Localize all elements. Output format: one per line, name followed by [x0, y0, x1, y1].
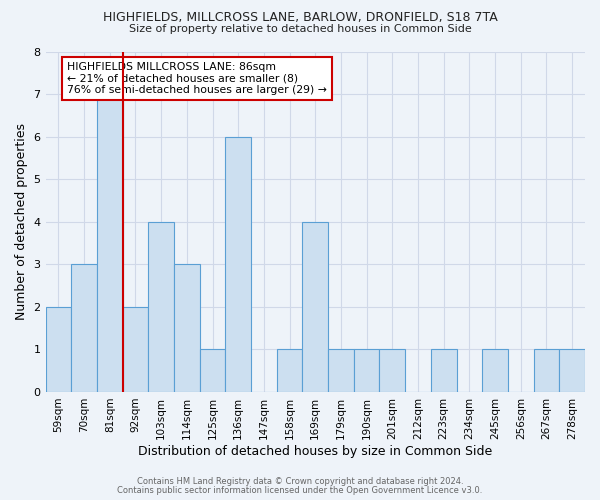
- Bar: [379, 350, 405, 392]
- Text: HIGHFIELDS MILLCROSS LANE: 86sqm
← 21% of detached houses are smaller (8)
76% of: HIGHFIELDS MILLCROSS LANE: 86sqm ← 21% o…: [67, 62, 327, 95]
- X-axis label: Distribution of detached houses by size in Common Side: Distribution of detached houses by size …: [138, 444, 493, 458]
- Bar: [148, 222, 174, 392]
- Bar: [97, 94, 122, 392]
- Y-axis label: Number of detached properties: Number of detached properties: [15, 123, 28, 320]
- Bar: [277, 350, 302, 392]
- Bar: [482, 350, 508, 392]
- Text: Contains public sector information licensed under the Open Government Licence v3: Contains public sector information licen…: [118, 486, 482, 495]
- Bar: [200, 350, 226, 392]
- Bar: [71, 264, 97, 392]
- Text: Size of property relative to detached houses in Common Side: Size of property relative to detached ho…: [128, 24, 472, 34]
- Bar: [302, 222, 328, 392]
- Bar: [174, 264, 200, 392]
- Text: Contains HM Land Registry data © Crown copyright and database right 2024.: Contains HM Land Registry data © Crown c…: [137, 477, 463, 486]
- Bar: [328, 350, 354, 392]
- Bar: [122, 307, 148, 392]
- Bar: [46, 307, 71, 392]
- Bar: [559, 350, 585, 392]
- Text: HIGHFIELDS, MILLCROSS LANE, BARLOW, DRONFIELD, S18 7TA: HIGHFIELDS, MILLCROSS LANE, BARLOW, DRON…: [103, 11, 497, 24]
- Bar: [431, 350, 457, 392]
- Bar: [533, 350, 559, 392]
- Bar: [226, 136, 251, 392]
- Bar: [354, 350, 379, 392]
